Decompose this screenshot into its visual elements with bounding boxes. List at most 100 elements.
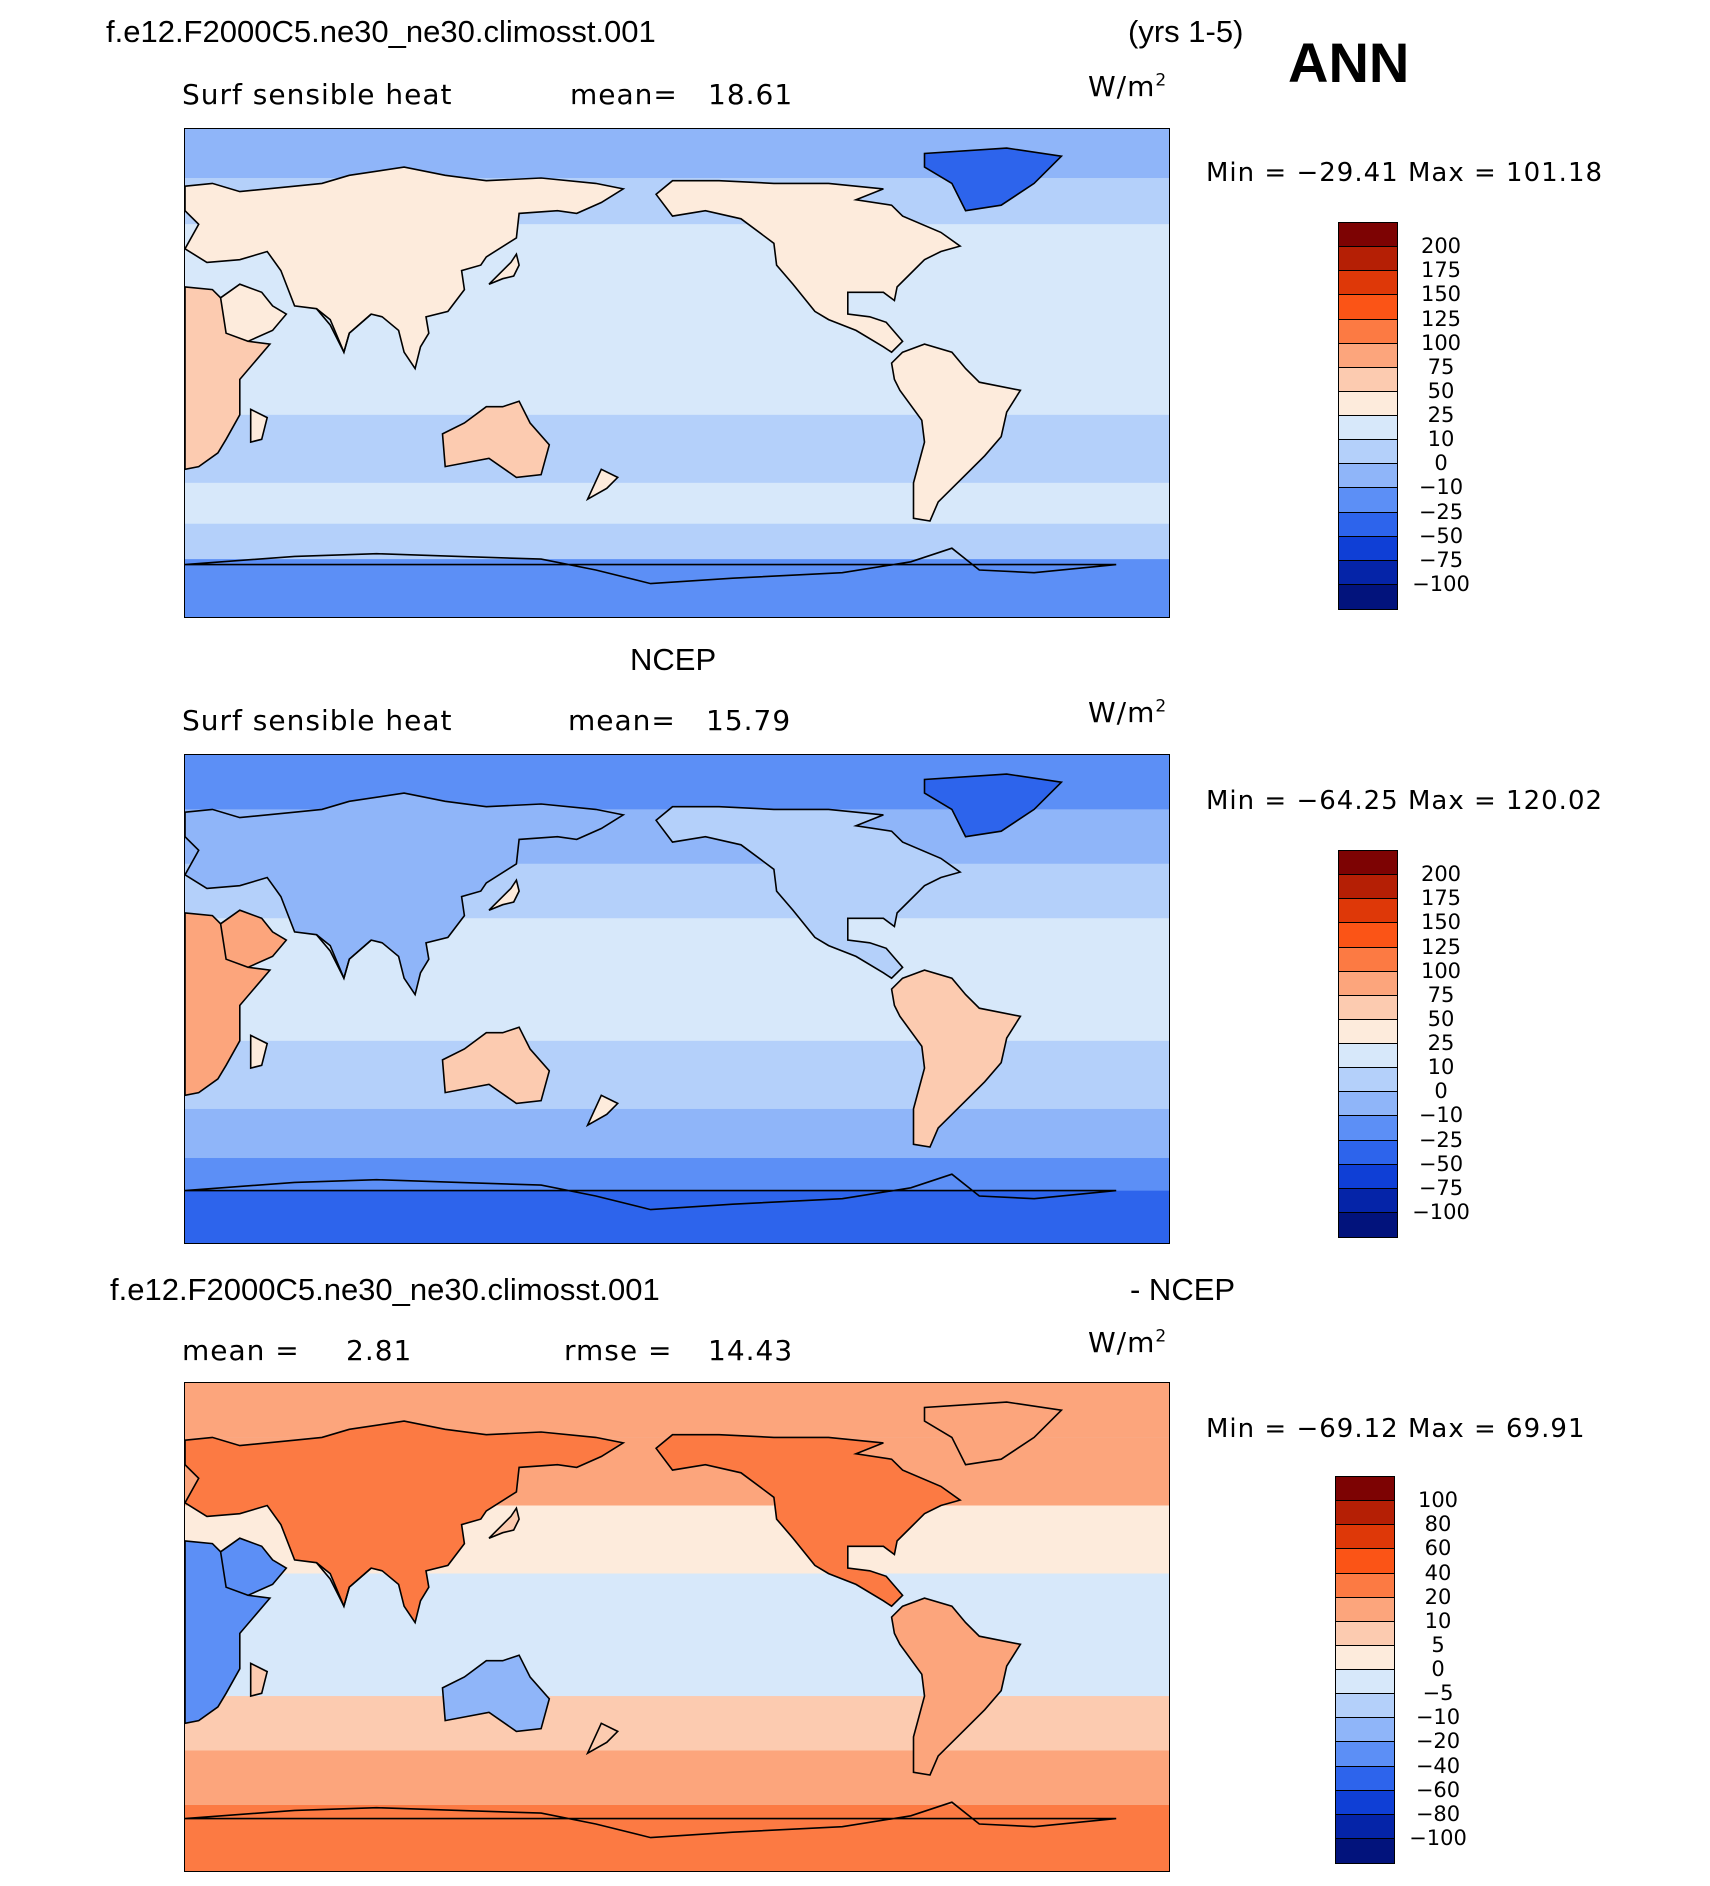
colorbar-tick-label: −5 <box>1422 1681 1454 1706</box>
panel1-variable: Surf sensible heat <box>182 78 453 111</box>
colorbar-tick-label: −20 <box>1415 1729 1461 1754</box>
colorbar-swatch <box>1339 875 1397 900</box>
panel3-mean-value: 2.81 <box>346 1334 413 1367</box>
colorbar-swatch <box>1339 440 1397 465</box>
field-band <box>185 1750 1169 1805</box>
coastline-arabia <box>219 1537 288 1597</box>
coastline-south_america <box>890 343 1022 522</box>
coastline-nz <box>585 1094 620 1128</box>
colorbar-swatch <box>1339 488 1397 513</box>
colorbar-tick-label: −50 <box>1418 1151 1464 1176</box>
panel2-heading: NCEP <box>630 642 717 677</box>
colorbar-tick-label: 0 <box>1434 1079 1448 1104</box>
colorbar-swatch <box>1339 464 1397 489</box>
colorbar-tick-label: −25 <box>1418 1127 1464 1152</box>
colorbar-swatch <box>1339 947 1397 972</box>
colorbar-tick-label: −100 <box>1412 571 1470 596</box>
colorbar-tick-label: −25 <box>1418 499 1464 524</box>
coastline-africa <box>185 286 272 471</box>
coastline-north_america <box>655 179 962 354</box>
colorbar-swatch <box>1336 1742 1394 1767</box>
field-band <box>185 1573 1169 1697</box>
colorbar-tick-label: −100 <box>1412 1199 1470 1224</box>
coastline-antarctica <box>185 547 1117 585</box>
colorbar-swatch <box>1336 1525 1394 1550</box>
field-band <box>185 1040 1169 1109</box>
colorbar-swatch <box>1339 319 1397 344</box>
coastline-nz <box>585 468 620 502</box>
colorbar-tick-label: 200 <box>1420 862 1462 887</box>
colorbar-tick-label: 10 <box>1427 427 1455 452</box>
colorbar-tick-label: 150 <box>1420 282 1462 307</box>
coastline-north_america <box>655 1433 962 1608</box>
colorbar-tick-label: −60 <box>1415 1777 1461 1802</box>
colorbar-tick-label: −40 <box>1415 1753 1461 1778</box>
colorbar-tick-label: 0 <box>1431 1657 1445 1681</box>
colorbar-tick-label: 0 <box>1434 451 1448 476</box>
panel2-map <box>184 754 1170 1244</box>
coastline-greenland <box>923 773 1064 838</box>
colorbar-swatch <box>1339 1068 1397 1093</box>
colorbar-tick-label: 175 <box>1420 258 1462 283</box>
colorbar-swatch <box>1339 536 1397 561</box>
colorbar-swatch <box>1339 899 1397 924</box>
colorbar-swatch <box>1336 1838 1394 1863</box>
colorbar-swatch <box>1339 1116 1397 1141</box>
panel3-map <box>184 1382 1170 1872</box>
colorbar-swatch <box>1339 416 1397 441</box>
field-band <box>185 1804 1169 1871</box>
colorbar-tick-label: 100 <box>1417 1488 1459 1513</box>
panel1-minmax: Min = −29.41 Max = 101.18 <box>1206 158 1604 188</box>
colorbar-tick-label: 200 <box>1420 234 1462 259</box>
colorbar-tick-label: 50 <box>1427 1006 1455 1031</box>
colorbar-swatch <box>1339 1044 1397 1069</box>
coastline-africa <box>185 912 272 1097</box>
colorbar-tick-label: 150 <box>1420 910 1462 935</box>
coastline-greenland <box>923 147 1064 212</box>
coastline-japan <box>488 1506 520 1539</box>
colorbar-tick-label: 175 <box>1420 886 1462 911</box>
coastline-india_sub <box>315 934 372 981</box>
colorbar-swatch <box>1336 1645 1394 1670</box>
panel1-map <box>184 128 1170 618</box>
coastline-africa <box>185 1540 272 1725</box>
coastline-antarctica <box>185 1801 1117 1839</box>
field-band <box>185 1108 1169 1158</box>
panel3-heading-right: - NCEP <box>1130 1272 1236 1307</box>
colorbar-swatch <box>1339 247 1397 272</box>
colorbar-swatch <box>1339 295 1397 320</box>
colorbar-swatch <box>1339 367 1397 392</box>
panel1-mean-label: mean= <box>570 78 678 111</box>
panel3-mean-label: mean = <box>182 1334 300 1367</box>
colorbar-tick-label: 80 <box>1424 1512 1452 1537</box>
colorbar-swatch <box>1336 1694 1394 1719</box>
colorbar-swatch <box>1339 1092 1397 1117</box>
panel1-colorbar <box>1338 222 1398 610</box>
colorbar-swatch <box>1339 1212 1397 1237</box>
colorbar-swatch <box>1336 1766 1394 1791</box>
field-band <box>185 482 1169 524</box>
panel3-rmse-label: rmse = <box>564 1334 673 1367</box>
colorbar-tick-label: 125 <box>1420 306 1462 331</box>
colorbar-tick-label: 100 <box>1420 958 1462 983</box>
colorbar-tick-label: −50 <box>1418 523 1464 548</box>
field-band <box>185 559 1169 617</box>
years-label: (yrs 1-5) <box>1128 14 1244 49</box>
colorbar-tick-label: −80 <box>1415 1801 1461 1826</box>
coastline-arabia <box>219 909 288 969</box>
colorbar-swatch <box>1339 271 1397 296</box>
coastline-japan <box>488 252 520 285</box>
panel3-minmax: Min = −69.12 Max = 69.91 <box>1206 1414 1586 1444</box>
panel3-rmse-value: 14.43 <box>708 1334 794 1367</box>
colorbar-swatch <box>1336 1718 1394 1743</box>
coastline-arabia <box>219 283 288 343</box>
panel1-mean-value: 18.61 <box>708 78 794 111</box>
field-band <box>185 414 1169 483</box>
coastline-india_sub <box>315 1562 372 1609</box>
coastline-india_sub <box>315 308 372 355</box>
coastline-australia <box>441 1026 551 1105</box>
coastline-south_america <box>890 1597 1022 1776</box>
colorbar-tick-label: 25 <box>1427 403 1455 427</box>
panel2-variable: Surf sensible heat <box>182 704 453 737</box>
colorbar-swatch <box>1339 1019 1397 1044</box>
